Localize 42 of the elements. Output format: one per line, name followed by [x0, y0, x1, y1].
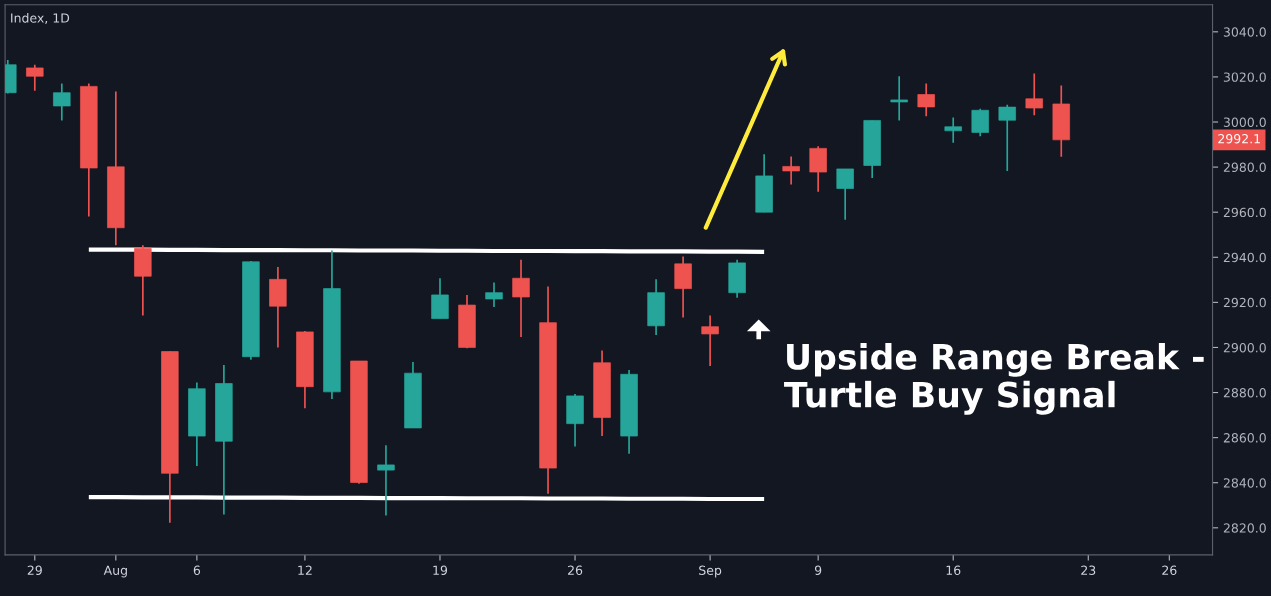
candlestick [512, 258, 530, 338]
x-tick-label: 9 [814, 565, 822, 575]
candlestick [917, 82, 935, 118]
y-tick-label: 2940.0 [1223, 252, 1266, 263]
candlestick [944, 116, 962, 144]
x-tick-label: Aug [103, 565, 127, 578]
x-tick-label: 29 [27, 565, 42, 575]
x-tick-label: 23 [1081, 565, 1096, 575]
y-tick-label: 2820.0 [1223, 523, 1266, 533]
annotation: Upside Range Break - Turtle Buy Signal [784, 342, 1204, 415]
x-tick-label: 26 [1162, 565, 1177, 575]
y-tick-label: 2960.0 [1223, 207, 1266, 218]
candlestick [1025, 72, 1043, 117]
y-tick-label: 3000.0 [1223, 117, 1266, 127]
x-tick-label: 26 [568, 565, 583, 575]
candlestick [836, 168, 854, 221]
candlestick [485, 281, 503, 308]
x-tick-label: 6 [193, 565, 201, 575]
candlestick [26, 63, 44, 92]
candlestick [971, 107, 989, 138]
candlestick [431, 277, 449, 320]
y-tick-label: 2880.0 [1223, 388, 1266, 398]
x-tick-label: 19 [433, 565, 448, 575]
candlestick [377, 444, 395, 517]
candlestick [701, 314, 719, 367]
text: Index, 1D [11, 13, 70, 24]
candlestick [782, 155, 800, 186]
y-tick-label: 2840.0 [1223, 478, 1266, 488]
candlestick [53, 82, 71, 122]
x-tick-label: 16 [946, 565, 961, 575]
y-tick-label: 3040.0 [1223, 27, 1266, 37]
candlestick [809, 145, 827, 193]
candlestick [890, 75, 908, 122]
y-tick-label: 3020.0 [1223, 72, 1266, 82]
y-tick-label: 2980.0 [1223, 162, 1266, 173]
candlestick [998, 104, 1016, 172]
y-tick-label: 2900.0 [1223, 342, 1266, 353]
x-tick-label: Sep [699, 565, 722, 578]
x-tick-label: 12 [298, 565, 312, 575]
text: 2992.1 [1218, 133, 1260, 144]
y-tick-label: 2860.0 [1223, 433, 1266, 443]
y-tick-label: 2920.0 [1223, 297, 1266, 308]
